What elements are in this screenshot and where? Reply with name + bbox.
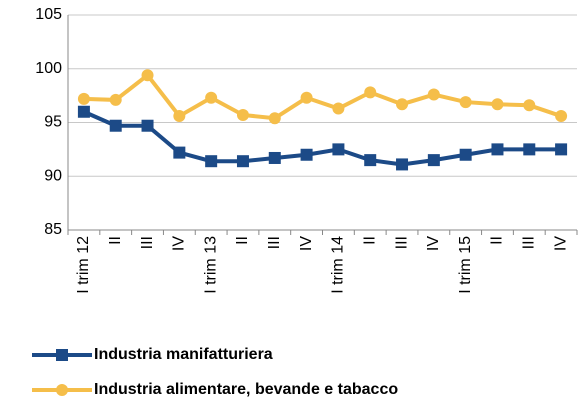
series-line: [83, 72, 562, 121]
legend-label: Industria alimentare, bevande e tabacco: [94, 381, 398, 398]
point: [459, 96, 472, 109]
point: [173, 146, 186, 159]
x-tick-label: IV: [298, 236, 315, 251]
point: [491, 143, 504, 156]
legend-marker: [56, 349, 68, 361]
x-tick-label: II: [234, 236, 251, 245]
y-tick-label: 85: [44, 221, 62, 238]
x-tick-label: I trim 14: [330, 236, 347, 294]
point: [236, 155, 249, 168]
point: [491, 98, 504, 111]
y-tick-label: 90: [44, 167, 62, 184]
series-line: [83, 109, 562, 167]
point: [427, 154, 440, 167]
point: [459, 148, 472, 161]
point: [236, 108, 249, 121]
point: [332, 143, 345, 156]
x-tick-label: I trim 12: [75, 236, 92, 294]
point: [364, 154, 377, 167]
x-tick-label: IV: [171, 236, 188, 251]
point: [141, 119, 154, 132]
x-tick-label: II: [361, 236, 378, 245]
y-tick-label: 95: [44, 114, 62, 131]
point: [523, 143, 536, 156]
point: [268, 151, 281, 164]
x-tick-label: III: [521, 236, 538, 249]
point: [109, 119, 122, 132]
point: [141, 69, 154, 82]
x-tick-label: IV: [425, 236, 442, 251]
x-tick-label: II: [489, 236, 506, 245]
x-tick-label: I trim 13: [202, 236, 219, 294]
point: [427, 88, 440, 101]
point: [396, 158, 409, 171]
point: [396, 98, 409, 111]
point: [364, 86, 377, 99]
point: [555, 143, 568, 156]
y-tick-label: 100: [35, 60, 62, 77]
point: [300, 91, 313, 104]
point: [205, 155, 218, 168]
x-tick-label: II: [107, 236, 124, 245]
point: [77, 105, 90, 118]
point: [173, 110, 186, 123]
point: [77, 92, 90, 105]
x-tick-label: III: [139, 236, 156, 249]
point: [300, 148, 313, 161]
x-tick-label: III: [393, 236, 410, 249]
x-tick-label: III: [266, 236, 283, 249]
legend-label: Industria manifatturiera: [94, 346, 273, 363]
point: [555, 110, 568, 123]
legend-marker: [56, 384, 68, 396]
point: [109, 93, 122, 106]
point: [268, 112, 281, 125]
point: [205, 91, 218, 104]
point: [332, 102, 345, 115]
x-tick-label: IV: [552, 236, 569, 251]
x-tick-label: I trim 15: [457, 236, 474, 294]
point: [523, 99, 536, 112]
y-tick-label: 105: [35, 6, 62, 23]
